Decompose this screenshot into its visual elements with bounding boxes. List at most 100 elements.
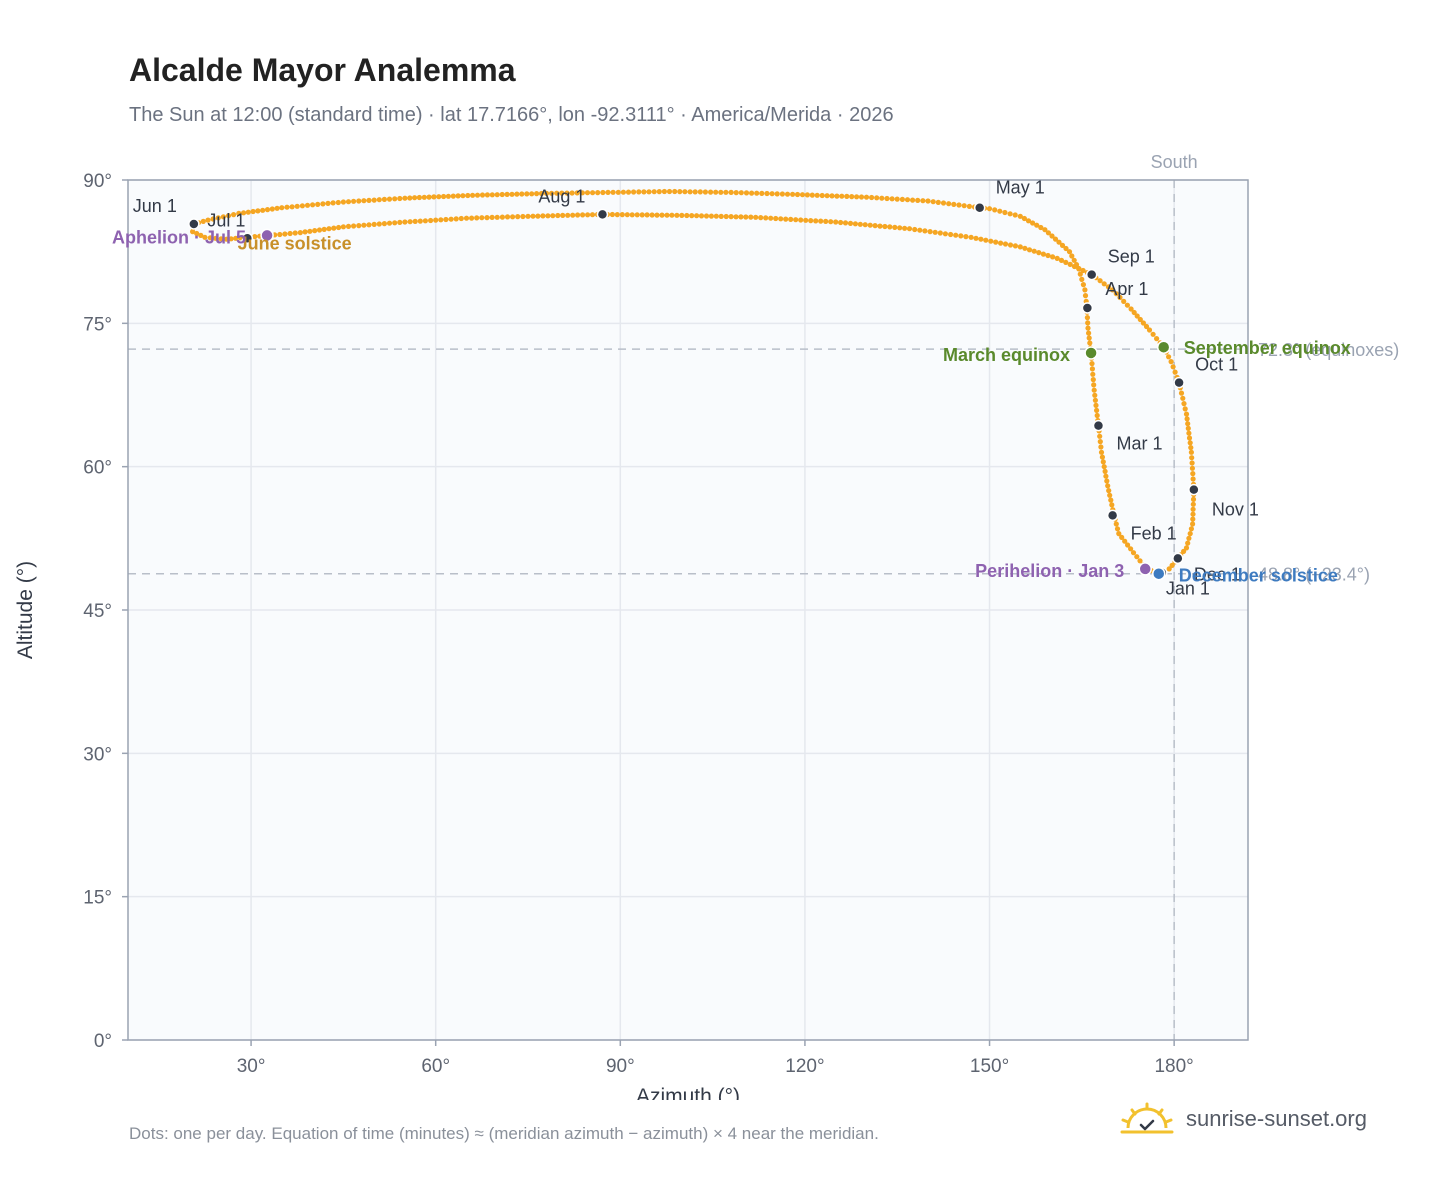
- daily-sun-dot: [331, 225, 337, 231]
- daily-sun-dot: [479, 215, 485, 221]
- daily-sun-dot: [1097, 433, 1103, 439]
- daily-sun-dot: [520, 213, 526, 220]
- daily-sun-dot: [255, 208, 261, 214]
- daily-sun-dot: [809, 192, 815, 198]
- daily-sun-dot: [555, 212, 561, 219]
- daily-sun-dot: [381, 196, 387, 202]
- daily-sun-dot: [1101, 464, 1107, 470]
- daily-sun-dot: [703, 213, 710, 219]
- equinox-marker: [1156, 340, 1171, 354]
- daily-sun-dot: [1183, 411, 1190, 417]
- daily-sun-dot: [869, 194, 875, 201]
- daily-sun-dot: [1007, 242, 1014, 248]
- daily-sun-dot: [579, 190, 586, 196]
- daily-sun-dot: [340, 199, 346, 205]
- apsis-marker: [1138, 562, 1152, 576]
- daily-sun-dot: [672, 188, 678, 195]
- daily-sun-dot: [887, 224, 893, 230]
- daily-sun-dot: [1119, 534, 1125, 541]
- daily-sun-dot: [1059, 242, 1066, 248]
- daily-sun-dot: [948, 231, 954, 238]
- daily-sun-dot: [884, 195, 890, 202]
- daily-sun-dot: [433, 217, 439, 223]
- daily-sun-dot: [1079, 276, 1085, 282]
- daily-sun-dot: [867, 222, 873, 228]
- daily-sun-dot: [1007, 211, 1013, 217]
- daily-sun-dot: [1186, 435, 1193, 441]
- daily-sun-dot: [951, 201, 957, 207]
- daily-sun-dot: [1012, 243, 1019, 249]
- daily-sun-dot: [708, 189, 714, 195]
- month-label: Dec 1: [1194, 564, 1241, 584]
- daily-sun-dot: [857, 221, 863, 227]
- y-tick-label: 90°: [83, 171, 112, 192]
- daily-sun-dot: [1086, 335, 1092, 341]
- daily-sun-dot: [910, 197, 916, 203]
- daily-sun-dot: [799, 192, 806, 198]
- daily-sun-dot: [1025, 218, 1032, 224]
- daily-sun-dot: [1185, 540, 1191, 546]
- daily-sun-dot: [1090, 377, 1096, 383]
- daily-sun-dot: [315, 201, 321, 207]
- daily-sun-dot: [310, 202, 316, 208]
- daily-sun-dot: [366, 197, 372, 203]
- daily-sun-dot: [282, 231, 288, 237]
- daily-sun-dot: [748, 214, 754, 220]
- daily-sun-dot: [677, 189, 683, 195]
- daily-sun-dot: [479, 192, 486, 198]
- daily-sun-dot: [361, 198, 367, 204]
- daily-sun-dot: [1125, 542, 1131, 548]
- daily-sun-dot: [316, 227, 323, 233]
- month-marker: [1188, 483, 1200, 496]
- daily-sun-dot: [412, 218, 418, 224]
- daily-sun-dot: [813, 218, 819, 224]
- daily-sun-dot: [1134, 313, 1140, 319]
- daily-sun-dot: [1106, 488, 1112, 494]
- daily-sun-dot: [386, 220, 393, 226]
- daily-sun-dot: [698, 213, 705, 219]
- daily-sun-dot: [852, 221, 859, 227]
- south-label: South: [1151, 152, 1198, 172]
- daily-sun-dot: [961, 203, 967, 209]
- daily-sun-dot: [992, 207, 998, 213]
- daily-sun-dot: [565, 212, 571, 218]
- daily-sun-dot: [644, 212, 650, 218]
- daily-sun-dot: [804, 192, 811, 198]
- daily-sun-dot: [345, 223, 352, 229]
- brand-logo[interactable]: sunrise-sunset.org: [1120, 1102, 1367, 1136]
- daily-sun-dot: [1090, 371, 1096, 377]
- daily-sun-dot: [320, 201, 326, 207]
- daily-sun-dot: [1166, 354, 1172, 360]
- daily-sun-dot: [697, 189, 703, 195]
- daily-sun-dot: [470, 192, 476, 198]
- daily-sun-dot: [858, 194, 865, 200]
- daily-sun-dot: [669, 212, 675, 218]
- daily-sun-dot: [1093, 402, 1099, 408]
- daily-sun-dot: [304, 202, 311, 208]
- daily-sun-dot: [351, 223, 357, 229]
- daily-sun-dot: [1178, 390, 1185, 396]
- daily-sun-dot: [215, 215, 221, 221]
- month-label: May 1: [996, 178, 1045, 198]
- daily-sun-dot: [605, 189, 611, 195]
- chart-subtitle: The Sun at 12:00 (standard time) · lat 1…: [129, 104, 894, 126]
- daily-sun-dot: [1054, 255, 1060, 261]
- daily-sun-dot: [340, 224, 346, 230]
- daily-sun-dot: [397, 219, 403, 225]
- daily-sun-dot: [758, 215, 764, 221]
- daily-sun-dot: [963, 234, 969, 240]
- daily-sun-dot: [1102, 468, 1108, 474]
- daily-sun-dot: [1186, 535, 1192, 541]
- daily-sun-dot: [228, 236, 234, 242]
- daily-sun-dot: [575, 212, 581, 218]
- daily-sun-dot: [1108, 497, 1114, 503]
- daily-sun-dot: [504, 191, 510, 197]
- daily-sun-dot: [569, 190, 575, 196]
- daily-sun-dot: [450, 193, 456, 199]
- daily-sun-dot: [1188, 526, 1194, 532]
- daily-sun-dot: [829, 193, 835, 199]
- daily-sun-dot: [1092, 397, 1098, 403]
- daily-sun-dot: [1168, 359, 1174, 365]
- daily-sun-dot: [833, 219, 839, 225]
- daily-sun-dot: [1189, 460, 1195, 466]
